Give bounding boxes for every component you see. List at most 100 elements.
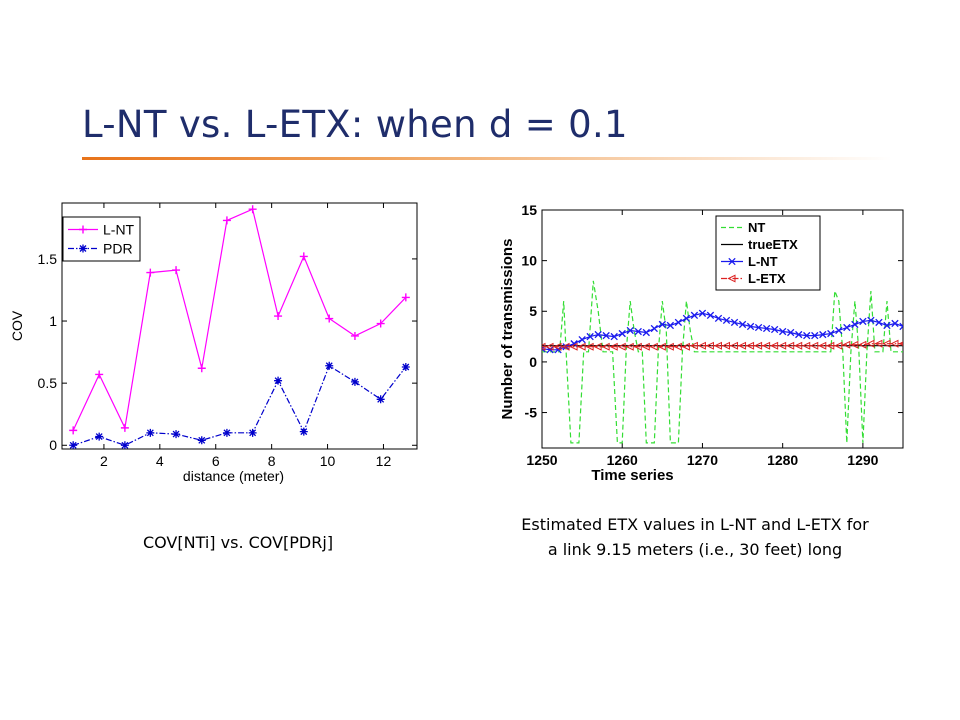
series-line-pdr bbox=[73, 364, 407, 446]
data-point-l-nt bbox=[146, 268, 155, 277]
data-point-l-nt bbox=[120, 423, 129, 432]
data-point-l-etx bbox=[545, 342, 554, 351]
data-point-l-etx bbox=[818, 341, 827, 350]
data-point-l-nt bbox=[674, 318, 683, 327]
data-point-l-nt bbox=[762, 324, 771, 333]
plot-area bbox=[542, 280, 903, 444]
data-point-l-etx bbox=[810, 341, 819, 350]
legend-label-l-nt: L-NT bbox=[748, 254, 778, 269]
x-tick-label: 12 bbox=[376, 453, 392, 469]
y-axis-label: Number of transmissions bbox=[499, 239, 516, 420]
data-point-l-nt bbox=[172, 266, 181, 275]
data-point-l-etx bbox=[753, 341, 763, 350]
data-point-l-etx bbox=[842, 340, 851, 349]
right-chart-caption: Estimated ETX values in L-NT and L-ETX f… bbox=[480, 512, 910, 562]
data-point-l-nt bbox=[690, 311, 699, 319]
legend-marker-l-etx bbox=[727, 274, 736, 283]
data-point-l-etx bbox=[617, 342, 626, 351]
data-point-l-etx bbox=[681, 342, 690, 351]
data-point-pdr bbox=[222, 428, 231, 437]
data-point-l-etx bbox=[858, 340, 867, 349]
x-axis-label: distance (meter) bbox=[183, 468, 284, 484]
data-point-l-etx bbox=[689, 341, 698, 350]
x-axis-label: Time series bbox=[591, 467, 673, 484]
data-point-l-nt bbox=[248, 205, 257, 214]
data-point-l-etx bbox=[761, 341, 771, 350]
data-point-l-etx bbox=[665, 342, 674, 351]
legend-label-l-etx: L-ETX bbox=[748, 271, 786, 286]
right-caption-line-2: a link 9.15 meters (i.e., 30 feet) long bbox=[547, 540, 843, 559]
y-axis-label: COV bbox=[9, 310, 25, 341]
legend-label-nt: NT bbox=[748, 220, 765, 235]
y-tick-label: 15 bbox=[521, 202, 537, 218]
legend-label-l-nt: L-NT bbox=[103, 222, 135, 238]
left-caption-text: COV[NTi] vs. COV[PDRj] bbox=[142, 533, 334, 552]
data-point-l-etx bbox=[561, 342, 570, 351]
data-point-l-etx bbox=[609, 342, 618, 351]
data-point-l-etx bbox=[778, 341, 787, 350]
data-point-l-nt bbox=[746, 322, 755, 331]
data-point-l-nt bbox=[602, 331, 610, 340]
series-line-l-nt bbox=[72, 208, 407, 431]
data-point-l-etx bbox=[882, 339, 891, 348]
data-point-l-nt bbox=[299, 252, 308, 261]
x-tick-label: 2 bbox=[100, 453, 108, 469]
data-point-l-nt bbox=[706, 311, 715, 319]
data-point-l-etx bbox=[874, 339, 883, 348]
data-point-l-nt bbox=[682, 314, 691, 323]
data-point-l-nt bbox=[197, 364, 206, 373]
legend-label-pdr: PDR bbox=[103, 241, 133, 257]
data-point-l-nt bbox=[859, 317, 867, 326]
data-point-l-nt bbox=[835, 326, 843, 335]
data-point-l-etx bbox=[834, 341, 843, 350]
y-tick-label: -5 bbox=[525, 404, 538, 420]
data-point-l-nt bbox=[325, 314, 334, 323]
legend-marker-l-nt bbox=[79, 225, 87, 234]
data-point-pdr bbox=[401, 363, 410, 371]
data-point-l-etx bbox=[826, 341, 835, 350]
data-point-l-etx bbox=[649, 342, 658, 351]
data-point-l-nt bbox=[714, 314, 723, 323]
data-point-l-etx bbox=[850, 340, 859, 349]
x-tick-label: 4 bbox=[156, 453, 164, 469]
y-tick-label: 0.5 bbox=[38, 375, 58, 391]
left-chart-caption: COV[NTi] vs. COV[PDRj] bbox=[88, 530, 388, 555]
data-point-l-etx bbox=[657, 342, 666, 351]
data-point-l-nt bbox=[803, 331, 811, 340]
data-point-l-nt bbox=[610, 332, 618, 341]
data-point-pdr bbox=[376, 395, 385, 404]
data-point-l-etx bbox=[713, 341, 722, 350]
x-tick-label: 1260 bbox=[607, 452, 638, 468]
data-point-l-nt bbox=[626, 326, 634, 335]
data-point-l-nt bbox=[787, 328, 795, 337]
legend-label-trueetx: trueETX bbox=[748, 237, 798, 252]
data-point-l-etx bbox=[641, 342, 650, 351]
data-point-l-nt bbox=[618, 329, 626, 338]
data-point-l-nt bbox=[401, 293, 410, 302]
data-point-l-nt bbox=[722, 316, 731, 325]
data-point-l-nt bbox=[658, 320, 666, 329]
data-point-pdr bbox=[274, 376, 283, 385]
data-point-l-nt bbox=[642, 328, 650, 337]
data-point-l-etx bbox=[770, 341, 779, 350]
data-point-l-nt bbox=[594, 330, 602, 339]
legend-marker-pdr bbox=[79, 244, 87, 253]
data-point-pdr bbox=[197, 436, 206, 445]
data-point-l-etx bbox=[745, 341, 755, 350]
data-point-l-nt bbox=[770, 325, 779, 334]
data-point-l-nt bbox=[274, 312, 283, 321]
x-tick-label: 10 bbox=[320, 453, 336, 469]
data-point-l-nt bbox=[95, 370, 104, 379]
right-caption-line-1: Estimated ETX values in L-NT and L-ETX f… bbox=[521, 515, 869, 534]
data-point-pdr bbox=[248, 428, 257, 437]
data-point-l-nt bbox=[350, 331, 359, 340]
data-point-l-nt bbox=[867, 316, 875, 325]
data-point-l-etx bbox=[625, 342, 634, 351]
data-point-l-nt bbox=[819, 330, 827, 339]
data-point-l-nt bbox=[738, 320, 747, 329]
data-point-l-nt bbox=[578, 335, 586, 344]
data-point-l-nt bbox=[811, 331, 819, 340]
data-point-pdr bbox=[350, 377, 359, 386]
data-point-l-nt bbox=[779, 327, 787, 336]
x-tick-label: 8 bbox=[268, 453, 276, 469]
